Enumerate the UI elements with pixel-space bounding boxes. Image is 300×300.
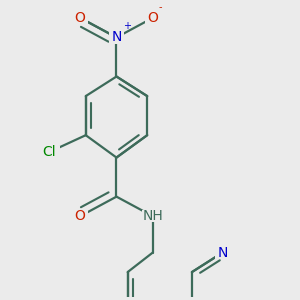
Text: O: O (75, 209, 86, 223)
FancyBboxPatch shape (215, 246, 230, 259)
FancyBboxPatch shape (39, 146, 60, 158)
Text: O: O (147, 11, 158, 25)
Text: N: N (218, 245, 228, 260)
Text: NH: NH (142, 209, 163, 223)
FancyBboxPatch shape (142, 210, 163, 223)
FancyBboxPatch shape (145, 12, 160, 24)
Text: Cl: Cl (43, 145, 56, 159)
FancyBboxPatch shape (73, 12, 88, 24)
FancyBboxPatch shape (109, 31, 124, 44)
Text: N: N (111, 30, 122, 44)
FancyBboxPatch shape (73, 210, 88, 223)
Text: +: + (123, 21, 130, 31)
Text: -: - (159, 2, 162, 12)
Text: O: O (75, 11, 86, 25)
